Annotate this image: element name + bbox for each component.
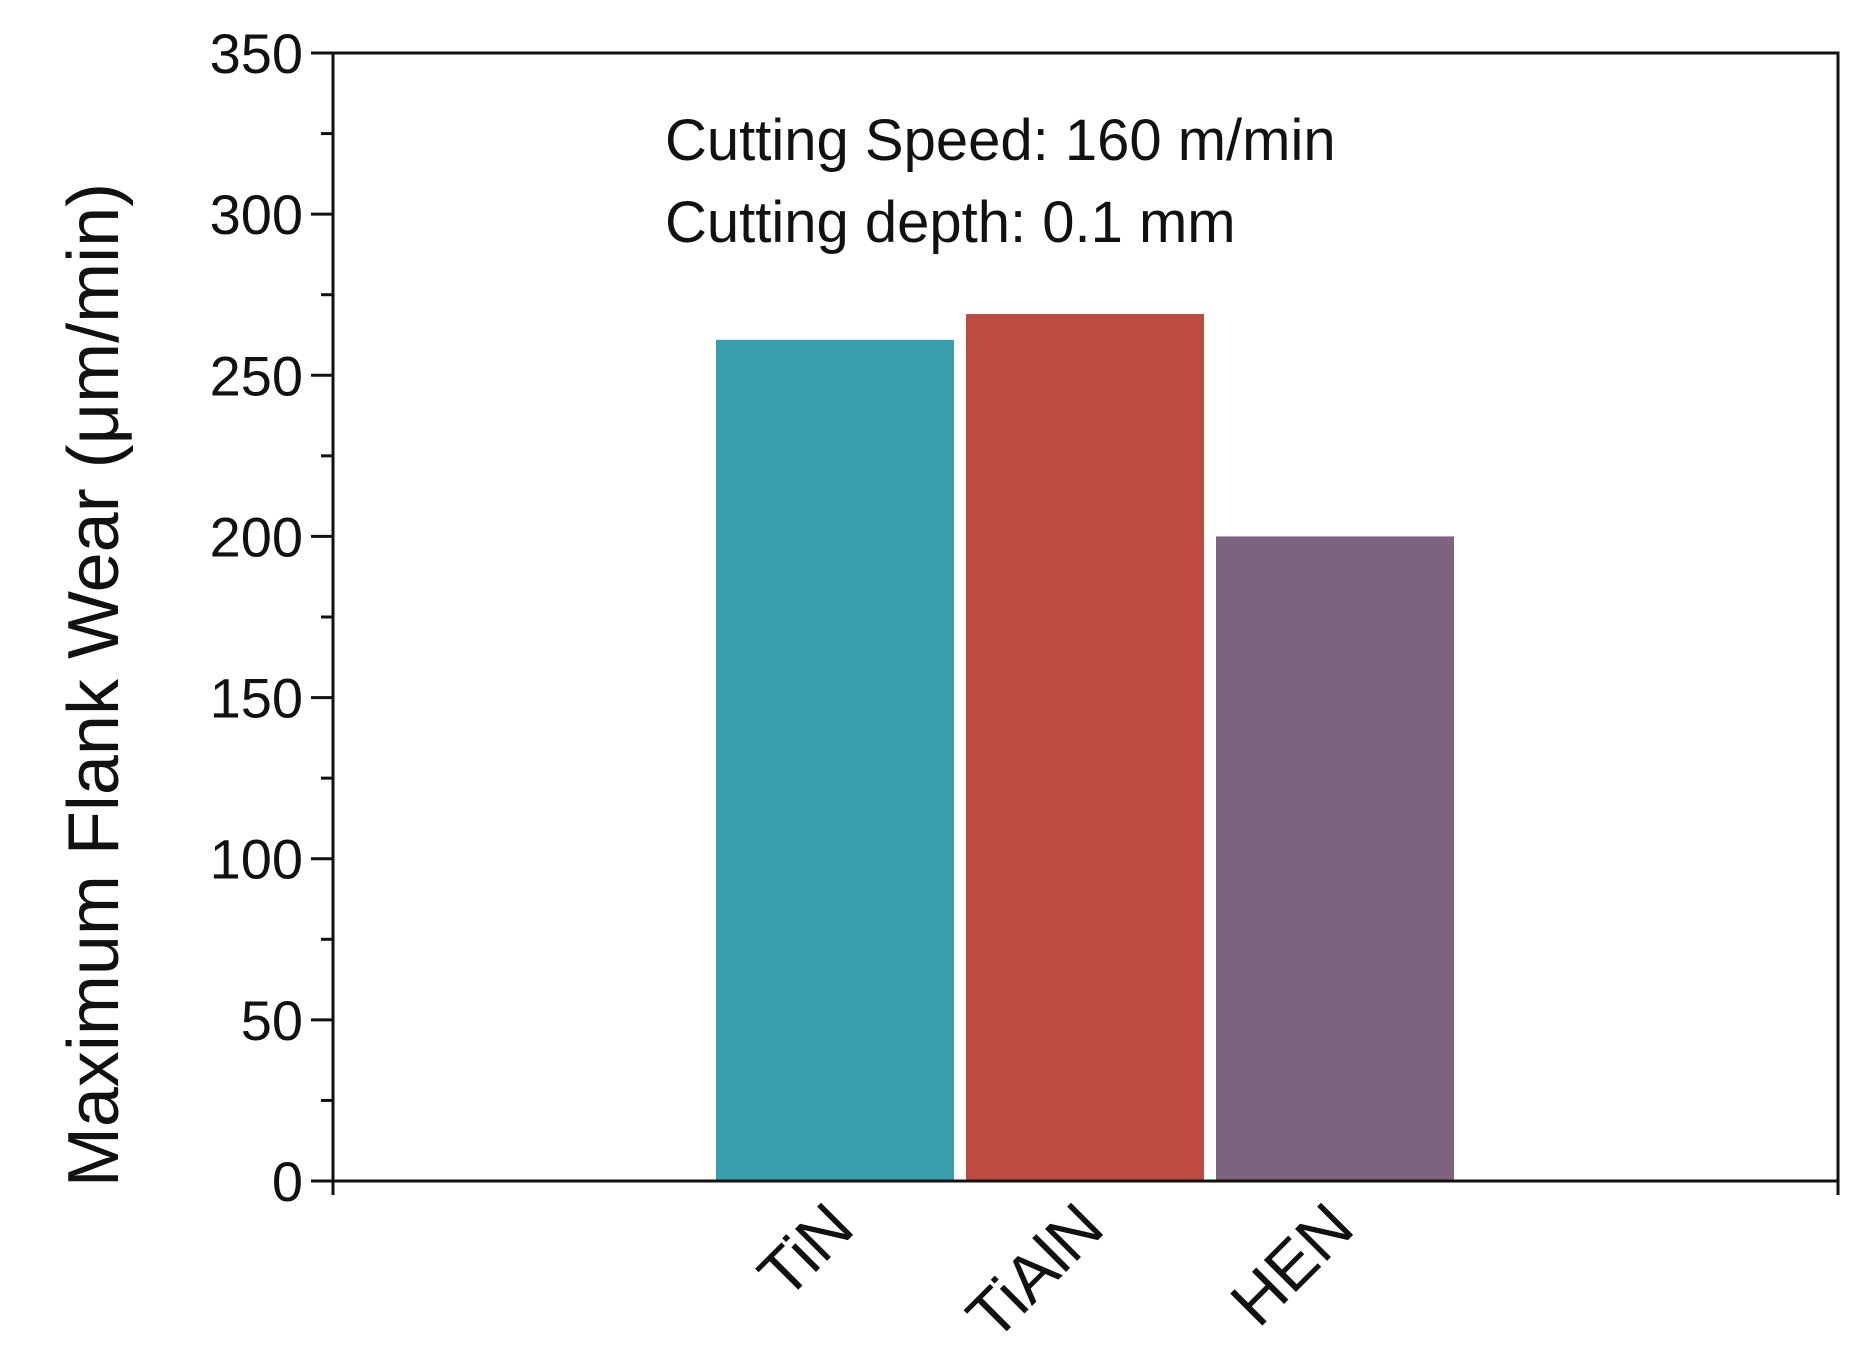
annotation-line-2: Cutting depth: 0.1 mm [665, 190, 1236, 255]
x-tick-label-tin: TiN [744, 1189, 867, 1312]
bar-hen [1216, 536, 1454, 1181]
y-tick-label: 200 [210, 505, 303, 568]
y-tick-label: 0 [272, 1150, 303, 1213]
bar-tialn [966, 314, 1204, 1182]
y-tick-label: 250 [210, 344, 303, 407]
y-tick-label: 50 [241, 989, 303, 1052]
x-tick-label-hen: HEN [1216, 1189, 1367, 1340]
bars [716, 314, 1454, 1182]
annotation-line-1: Cutting Speed: 160 m/min [665, 108, 1336, 173]
y-tick-label: 300 [210, 183, 303, 246]
y-axis-title: Maximum Flank Wear (μm/min) [54, 183, 134, 1187]
x-tick-label-tialn: TiAlN [952, 1189, 1117, 1354]
y-tick-label: 100 [210, 828, 303, 891]
axes [311, 51, 1840, 1195]
bar-tin [716, 339, 954, 1181]
y-tick-label: 150 [210, 667, 303, 730]
y-tick-label: 350 [210, 22, 303, 85]
